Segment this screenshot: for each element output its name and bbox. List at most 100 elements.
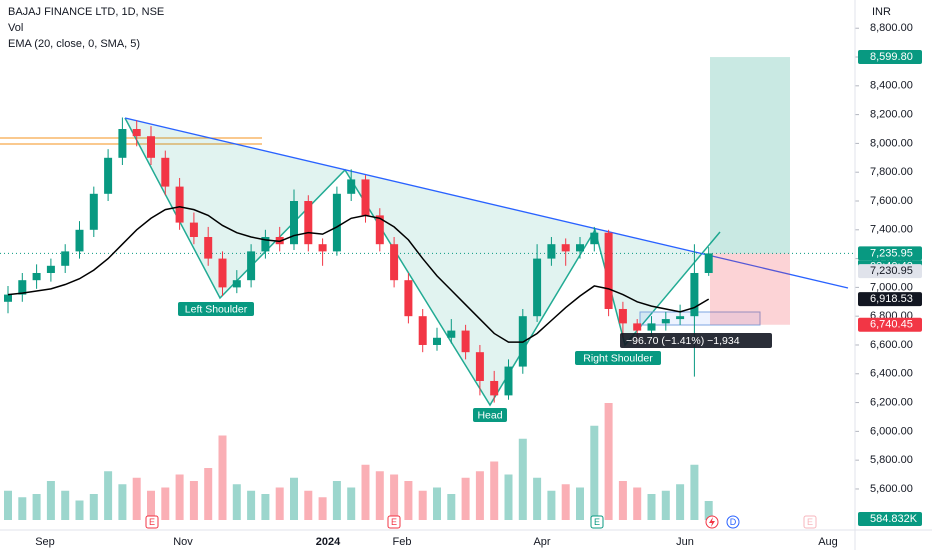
volume-bar xyxy=(576,487,584,520)
x-tick-label: Aug xyxy=(818,536,838,548)
candle-body xyxy=(89,193,98,230)
candle-body xyxy=(418,316,427,345)
candle-body xyxy=(161,157,170,187)
event-marker xyxy=(803,515,817,529)
candle-body xyxy=(118,129,127,158)
volume-bar xyxy=(32,494,41,520)
volume-bar xyxy=(518,438,527,520)
candle-body xyxy=(175,186,184,223)
split-icon xyxy=(709,517,715,527)
y-tick-label: 8,400.00 xyxy=(870,80,913,92)
volume-bar xyxy=(89,494,98,520)
y-tick-label: 8,000.00 xyxy=(870,137,913,149)
candle-body xyxy=(633,323,642,331)
volume-bar xyxy=(61,490,70,520)
y-tick-label: 8,200.00 xyxy=(870,109,913,121)
candle-body xyxy=(332,193,341,252)
trendline xyxy=(124,117,849,289)
last-price-label-bg xyxy=(858,246,922,261)
volume-bar xyxy=(161,487,170,520)
candle-body xyxy=(504,366,513,396)
volume-bar xyxy=(490,461,499,520)
ema-title: EMA (20, close, 0, SMA, 5) xyxy=(8,38,140,50)
volume-bar xyxy=(647,494,656,520)
candle-body xyxy=(704,253,713,273)
stop-label-bg xyxy=(858,317,922,332)
volume-bar xyxy=(290,477,298,520)
candle-body xyxy=(533,258,542,317)
y-tick-label: 7,800.00 xyxy=(870,166,913,178)
volume-label: 584.832K xyxy=(870,513,918,525)
volume-bar xyxy=(347,487,356,520)
last-price-label: 7,235.95 xyxy=(870,247,913,259)
volume-bar xyxy=(361,464,370,520)
volume-label-bg xyxy=(858,512,922,526)
candle-body xyxy=(475,352,484,381)
measure-label: −96.70 (−1.41%) −1,934 xyxy=(626,335,740,347)
volume-bar xyxy=(261,494,270,520)
candle-body xyxy=(618,308,627,324)
event-marker xyxy=(387,515,401,529)
volume-bar xyxy=(332,481,341,520)
volume-bar xyxy=(561,484,570,520)
candle-body xyxy=(318,244,327,252)
y-tick-label: 7,600.00 xyxy=(870,195,913,207)
target-zone xyxy=(710,57,790,254)
candle-body xyxy=(690,272,699,317)
y-tick-label: 6,200.00 xyxy=(870,396,913,408)
annotation: Right Shoulder xyxy=(583,352,653,364)
candle-body xyxy=(290,200,298,245)
candle-body xyxy=(189,222,198,237)
volume-bar xyxy=(447,494,456,520)
y-tick-label: 6,600.00 xyxy=(870,339,913,351)
event-marker xyxy=(590,515,604,529)
volume-bar xyxy=(204,468,213,520)
volume-bar xyxy=(547,490,556,520)
candle-body xyxy=(132,129,141,137)
annotation: Head xyxy=(477,409,502,421)
candle-body xyxy=(247,251,256,281)
candle-body xyxy=(461,330,470,353)
volume-bar xyxy=(132,477,141,520)
candle-body xyxy=(447,330,456,338)
event-marker xyxy=(726,515,740,529)
candle-body xyxy=(561,244,570,252)
volume-bar xyxy=(504,474,513,520)
event-label: E xyxy=(594,517,600,527)
candle-body xyxy=(75,229,84,252)
x-tick-label: Jun xyxy=(676,536,694,548)
symbol-title: BAJAJ FINANCE LTD, 1D, NSE xyxy=(8,6,164,18)
x-tick-label: 2024 xyxy=(316,536,341,548)
volume-bar xyxy=(618,481,627,520)
volume-bar xyxy=(475,471,484,520)
volume-bar xyxy=(704,500,713,520)
volume-bar xyxy=(676,484,685,520)
candle-body xyxy=(404,280,413,317)
volume-title: Vol xyxy=(8,22,23,34)
y-tick-label: 7,000.00 xyxy=(870,281,913,293)
candle-body xyxy=(218,258,227,288)
event-label: E xyxy=(807,517,813,527)
candle-body xyxy=(676,316,685,320)
event-label: E xyxy=(149,517,155,527)
candle-body xyxy=(261,236,270,252)
volume-bar xyxy=(118,484,127,520)
candle-body xyxy=(490,380,499,396)
event-label: D xyxy=(730,517,737,527)
candle-body xyxy=(604,232,613,309)
candle-body xyxy=(232,280,241,288)
volume-bar xyxy=(175,474,184,520)
candle-body xyxy=(32,272,41,281)
candle-body xyxy=(361,179,370,216)
volume-bar xyxy=(18,497,27,520)
event-marker xyxy=(145,515,159,529)
volume-bar xyxy=(390,474,399,520)
pattern-fill xyxy=(125,118,700,405)
volume-bar xyxy=(189,481,198,520)
candle-body xyxy=(147,136,155,158)
candle-body xyxy=(590,232,599,245)
annotation: Left Shoulder xyxy=(185,303,248,315)
